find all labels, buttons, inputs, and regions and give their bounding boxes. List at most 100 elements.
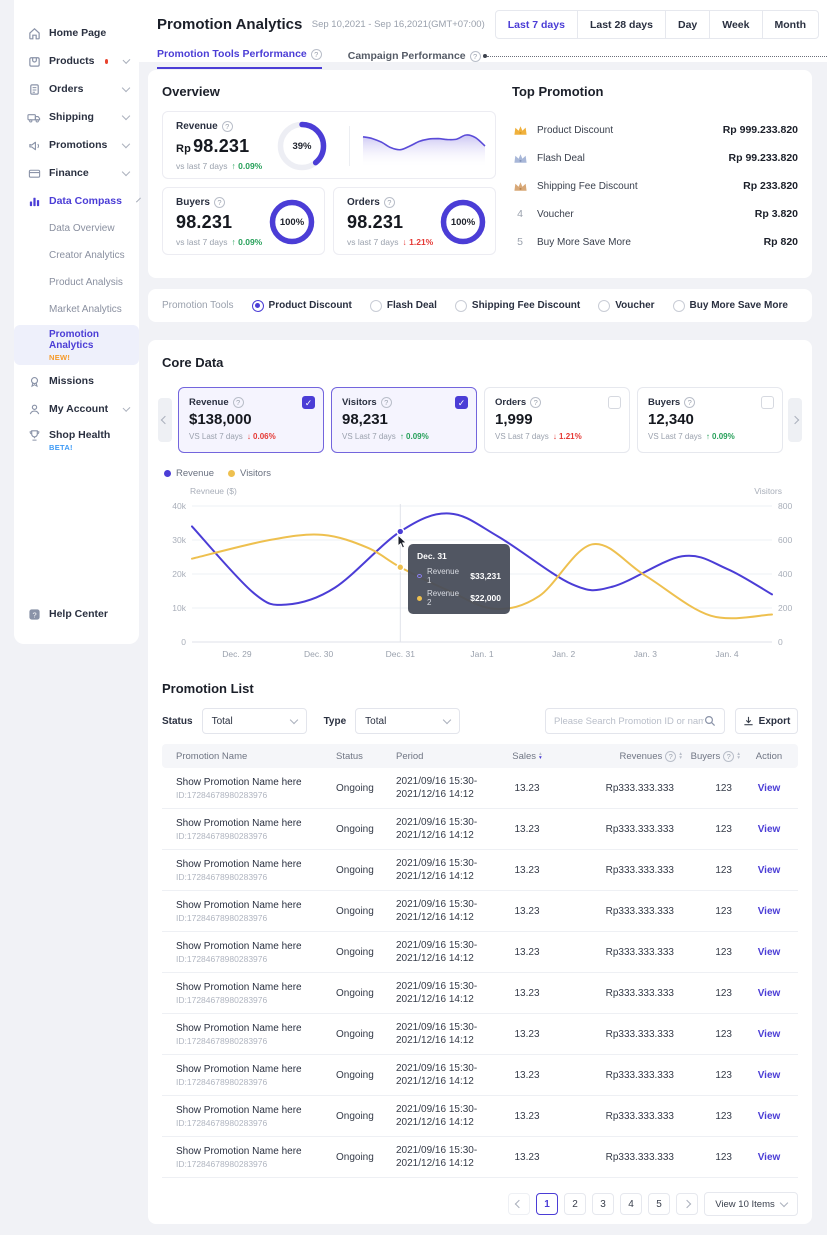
view-link[interactable]: View: [757, 782, 781, 794]
type-select[interactable]: Total: [355, 708, 461, 734]
trend-chart[interactable]: Revneue ($) Visitors 40k 800 30k 600 20k 400 1…: [162, 486, 798, 676]
question-icon: ?: [221, 121, 233, 132]
table-row: Show Promotion Name here ID:172846789802…: [162, 768, 798, 809]
top-promotion-row[interactable]: 5 Buy More Save More Rp 820: [512, 228, 798, 256]
page-prev-button[interactable]: [508, 1193, 530, 1215]
view-link[interactable]: View: [757, 987, 781, 999]
top-promotion-row[interactable]: Flash Deal Rp 99.233.820: [512, 144, 798, 172]
checkbox-checked-icon[interactable]: ✓: [302, 396, 315, 409]
sidebar-item-data-compass[interactable]: Data Compass: [14, 187, 141, 215]
sales-cell: 13.23: [514, 864, 540, 876]
page-button-1[interactable]: 1: [536, 1193, 558, 1215]
sidebar-subitem-data-overview[interactable]: Data Overview: [49, 223, 115, 234]
range-button-last-7-days[interactable]: Last 7 days: [494, 10, 578, 39]
tab-promotion-tools-performance[interactable]: Promotion Tools Performance?: [157, 48, 322, 69]
truck-icon: [27, 110, 41, 124]
page-button-4[interactable]: 4: [620, 1193, 642, 1215]
sidebar-subitem-product-analysis[interactable]: Product Analysis: [49, 277, 123, 288]
search-input[interactable]: [554, 715, 704, 727]
checkbox-unchecked-icon[interactable]: [608, 396, 621, 409]
radio-buy-more-save-more[interactable]: Buy More Save More: [672, 299, 788, 312]
view-link[interactable]: View: [757, 1028, 781, 1040]
status-cell: Ongoing: [336, 987, 374, 999]
sidebar-item-my-account[interactable]: My Account: [14, 395, 139, 423]
carousel-left-arrow[interactable]: [158, 398, 172, 442]
checkbox-checked-icon[interactable]: ✓: [455, 396, 468, 409]
carousel-right-arrow[interactable]: [788, 398, 802, 442]
radio-icon: [672, 299, 685, 312]
promotion-table: Promotion Name Status Period Sales ▴ ▾ Rev…: [162, 744, 798, 1178]
col-buyers[interactable]: Buyers? ▴ ▾: [690, 750, 740, 762]
status-cell: Ongoing: [336, 782, 374, 794]
view-link[interactable]: View: [757, 905, 781, 917]
sidebar-item-shipping[interactable]: Shipping: [14, 103, 139, 131]
user-icon: [27, 402, 41, 416]
col-sales[interactable]: Sales ▴ ▾: [512, 750, 542, 762]
radio-shipping-fee-discount[interactable]: Shipping Fee Discount: [454, 299, 580, 312]
radio-product-discount[interactable]: Product Discount: [251, 299, 352, 312]
sidebar-item-promotions[interactable]: Promotions: [14, 131, 139, 159]
promotion-name-cell: Show Promotion Name here ID:172846789802…: [176, 1063, 302, 1087]
tab-campaign-performance[interactable]: Campaign Performance?: [348, 50, 481, 69]
svg-text:Dec. 31: Dec. 31: [386, 649, 416, 659]
range-button-day[interactable]: Day: [664, 10, 711, 39]
sidebar-item-finance[interactable]: Finance: [14, 159, 139, 187]
chevron-down-icon: [121, 111, 131, 120]
table-row: Show Promotion Name here ID:172846789802…: [162, 850, 798, 891]
table-body: Show Promotion Name here ID:172846789802…: [162, 768, 798, 1178]
sidebar-subitem-creator-analytics[interactable]: Creator Analytics: [49, 250, 125, 261]
orders-donut: 100%: [440, 199, 486, 245]
range-button-last-28-days[interactable]: Last 28 days: [576, 10, 666, 39]
page-next-button[interactable]: [676, 1193, 698, 1215]
checkbox-unchecked-icon[interactable]: [761, 396, 774, 409]
view-link[interactable]: View: [757, 1069, 781, 1081]
sidebar-subitem-market-analytics[interactable]: Market Analytics: [49, 304, 122, 315]
sidebar-item-help-center[interactable]: ? Help Center: [14, 600, 139, 628]
sidebar: Home Page Products Orders Shipping Promo…: [14, 0, 141, 644]
chevron-down-icon: [122, 55, 131, 64]
revenues-cell: Rp333.333.333: [605, 1028, 674, 1040]
page-button-3[interactable]: 3: [592, 1193, 614, 1215]
table-row: Show Promotion Name here ID:172846789802…: [162, 1055, 798, 1096]
overview-heading: Overview: [162, 84, 220, 99]
status-select[interactable]: Total: [201, 708, 307, 734]
top-promotion-row[interactable]: 4 Voucher Rp 3.820: [512, 200, 798, 228]
view-link[interactable]: View: [757, 1151, 781, 1163]
status-cell: Ongoing: [336, 905, 374, 917]
view-link[interactable]: View: [757, 864, 781, 876]
view-link[interactable]: View: [757, 823, 781, 835]
page-size-select[interactable]: View 10 Items: [704, 1192, 798, 1216]
promotion-name-cell: Show Promotion Name here ID:172846789802…: [176, 981, 302, 1005]
period-cell: 2021/09/16 15:30- 2021/12/16 14:12: [396, 1144, 478, 1170]
metric-card-revenue[interactable]: Revenue? $138,000 VS Last 7 days ↓ 0.06% …: [178, 387, 324, 453]
sidebar-item-shop-health[interactable]: Shop Health BETA!: [14, 423, 139, 457]
col-revenues[interactable]: Revenues? ▴ ▾: [619, 750, 682, 762]
search-icon: [704, 715, 716, 727]
sidebar-item-orders[interactable]: Orders: [14, 75, 139, 103]
radio-voucher[interactable]: Voucher: [598, 299, 655, 312]
promotion-search[interactable]: [545, 708, 725, 734]
export-button[interactable]: Export: [735, 708, 798, 734]
sidebar-item-home[interactable]: Home Page: [14, 19, 139, 47]
revenue-card: Revenue? Rp 98.231 vs last 7 days ↑ 0.09% …: [162, 111, 496, 179]
page-button-5[interactable]: 5: [648, 1193, 670, 1215]
status-cell: Ongoing: [336, 823, 374, 835]
top-promotion-row[interactable]: Shipping Fee Discount Rp 233.820: [512, 172, 798, 200]
metric-card-buyers[interactable]: Buyers? 12,340 VS Last 7 days ↑ 0.09%: [637, 387, 783, 453]
sidebar-item-products[interactable]: Products: [14, 47, 139, 75]
view-link[interactable]: View: [757, 946, 781, 958]
page-button-2[interactable]: 2: [564, 1193, 586, 1215]
rank-number: 5: [517, 236, 523, 248]
metric-card-orders[interactable]: Orders? 1,999 VS Last 7 days ↓ 1.21%: [484, 387, 630, 453]
card-icon: [27, 166, 41, 180]
page-title: Promotion Analytics: [157, 16, 303, 33]
range-button-month[interactable]: Month: [761, 10, 819, 39]
metric-card-visitors[interactable]: Visitors? 98,231 VS Last 7 days ↑ 0.09% ✓: [331, 387, 477, 453]
view-link[interactable]: View: [757, 1110, 781, 1122]
range-button-week[interactable]: Week: [709, 10, 763, 39]
sort-icon: ▴ ▾: [737, 751, 740, 761]
sidebar-subitem-promotion-analytics[interactable]: Promotion Analytics NEW!: [14, 325, 139, 365]
top-promotion-row[interactable]: Product Discount Rp 999.233.820: [512, 116, 798, 144]
sidebar-item-missions[interactable]: Missions: [14, 367, 139, 395]
radio-flash-deal[interactable]: Flash Deal: [369, 299, 437, 312]
